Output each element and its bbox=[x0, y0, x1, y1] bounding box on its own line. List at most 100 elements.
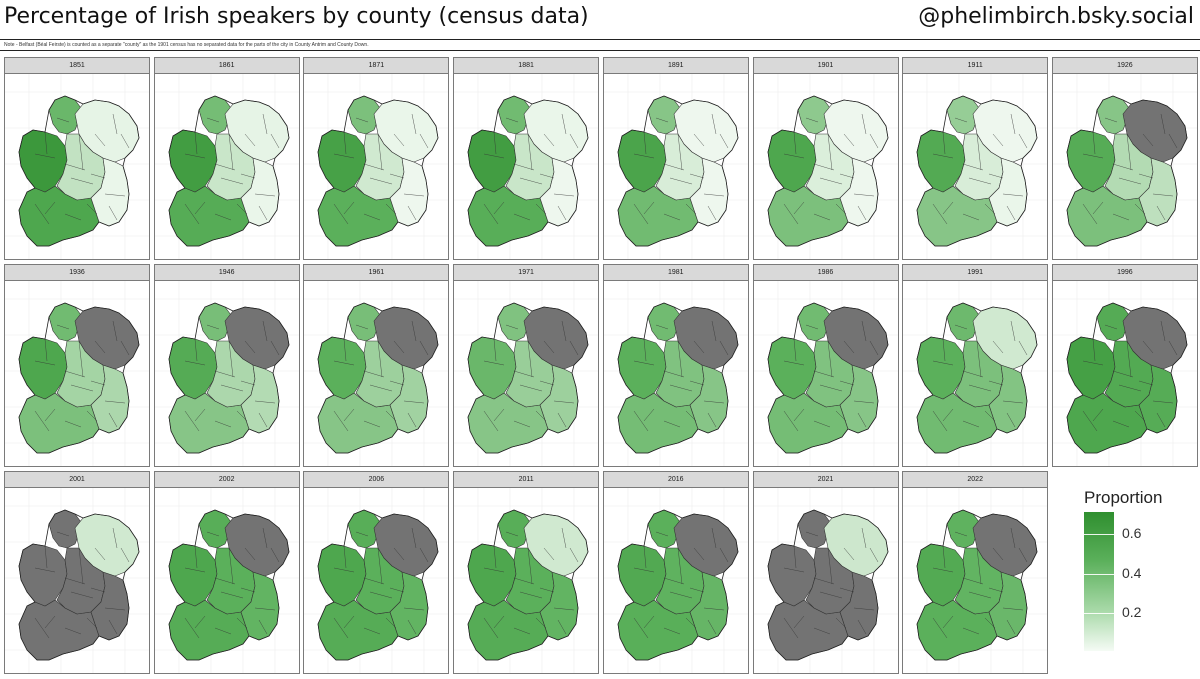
county-boundary bbox=[527, 340, 533, 378]
author-handle: @phelimbirch.bsky.social bbox=[918, 4, 1194, 29]
county-boundary bbox=[861, 113, 866, 135]
county-boundary bbox=[985, 410, 996, 422]
county-boundary bbox=[535, 617, 547, 629]
panel-year-label: 1996 bbox=[1052, 265, 1197, 281]
ireland-map bbox=[603, 488, 748, 673]
county-boundary bbox=[214, 627, 231, 635]
county-boundary bbox=[1082, 203, 1098, 225]
county-boundary bbox=[86, 617, 98, 629]
county-boundary bbox=[669, 177, 692, 185]
county-boundary bbox=[404, 193, 425, 197]
map-panel-2001: 2001 bbox=[4, 471, 150, 674]
county-boundary bbox=[408, 412, 417, 428]
county-boundary bbox=[819, 384, 842, 392]
county-boundary bbox=[813, 577, 834, 585]
ireland-map bbox=[454, 488, 599, 673]
county-boundary bbox=[1160, 113, 1166, 135]
county-boundary bbox=[334, 360, 355, 366]
panel-year-label: 1961 bbox=[304, 265, 449, 281]
panel-year-label: 2011 bbox=[454, 472, 599, 488]
legend-title: Proportion bbox=[1084, 488, 1163, 507]
coastline bbox=[767, 95, 888, 247]
county-boundary bbox=[420, 133, 429, 149]
map-panel-1911: 1911 bbox=[902, 57, 1049, 260]
county-boundary bbox=[1160, 320, 1166, 342]
county-boundary bbox=[976, 340, 982, 378]
county-boundary bbox=[805, 531, 818, 537]
county-boundary bbox=[813, 163, 834, 171]
county-boundary bbox=[554, 400, 575, 404]
county-boundary bbox=[90, 173, 106, 179]
county-boundary bbox=[78, 133, 84, 171]
county-boundary bbox=[527, 133, 533, 171]
coastline bbox=[617, 302, 739, 454]
county-boundary bbox=[540, 173, 555, 179]
county-boundary bbox=[220, 177, 243, 185]
coastline bbox=[467, 302, 589, 454]
county-boundary bbox=[514, 627, 531, 635]
county-boundary bbox=[793, 408, 804, 422]
county-boundary bbox=[244, 547, 255, 561]
ireland-map bbox=[454, 281, 599, 466]
county-boundary bbox=[514, 213, 531, 221]
county-boundary bbox=[1010, 527, 1016, 549]
county-boundary bbox=[86, 410, 98, 422]
county-boundary bbox=[108, 205, 118, 221]
county-boundary bbox=[206, 324, 219, 330]
county-boundary bbox=[214, 577, 235, 585]
county-boundary bbox=[869, 133, 878, 149]
county-boundary bbox=[689, 380, 704, 386]
map-panel-1861: 1861 bbox=[153, 57, 300, 260]
county-boundary bbox=[484, 567, 505, 573]
panel-year-label: 1861 bbox=[154, 58, 299, 74]
county-boundary bbox=[835, 203, 846, 215]
county-boundary bbox=[44, 131, 48, 155]
county-boundary bbox=[344, 338, 347, 362]
county-boundary bbox=[240, 587, 255, 593]
ireland-map bbox=[1052, 74, 1197, 259]
county-boundary bbox=[1007, 412, 1016, 428]
county-boundary bbox=[420, 547, 429, 563]
county-boundary bbox=[853, 607, 874, 611]
county-boundary bbox=[244, 340, 255, 354]
county-boundary bbox=[976, 547, 982, 585]
county-boundary bbox=[262, 113, 267, 135]
county-boundary bbox=[258, 412, 267, 428]
coastline bbox=[18, 95, 140, 247]
county-boundary bbox=[711, 320, 716, 342]
county-boundary bbox=[356, 324, 369, 330]
county-boundary bbox=[827, 340, 832, 378]
ireland-map bbox=[603, 74, 748, 259]
county-boundary bbox=[112, 527, 118, 549]
county-boundary bbox=[90, 587, 106, 593]
county-boundary bbox=[34, 203, 50, 225]
county-boundary bbox=[633, 567, 654, 573]
coastline bbox=[767, 302, 888, 454]
county-boundary bbox=[669, 591, 692, 599]
county-boundary bbox=[194, 408, 205, 422]
county-boundary bbox=[493, 615, 505, 629]
county-boundary bbox=[633, 360, 654, 366]
county-boundary bbox=[240, 380, 255, 386]
county-boundary bbox=[44, 545, 48, 569]
county-boundary bbox=[543, 547, 555, 561]
county-boundary bbox=[955, 531, 968, 537]
county-boundary bbox=[557, 205, 567, 221]
county-boundary bbox=[942, 131, 946, 155]
county-boundary bbox=[663, 213, 680, 221]
county-boundary bbox=[64, 420, 82, 428]
county-boundary bbox=[540, 380, 555, 386]
panel-year-label: 2006 bbox=[304, 472, 449, 488]
county-boundary bbox=[813, 370, 834, 378]
county-boundary bbox=[643, 338, 646, 362]
coastline bbox=[168, 509, 290, 661]
county-boundary bbox=[258, 205, 267, 221]
county-boundary bbox=[703, 400, 724, 404]
county-boundary bbox=[633, 410, 648, 432]
county-boundary bbox=[1126, 340, 1132, 378]
county-boundary bbox=[543, 340, 555, 354]
county-boundary bbox=[985, 617, 996, 629]
county-boundary bbox=[1138, 380, 1153, 386]
ireland-map bbox=[903, 281, 1048, 466]
county-boundary bbox=[44, 338, 48, 362]
